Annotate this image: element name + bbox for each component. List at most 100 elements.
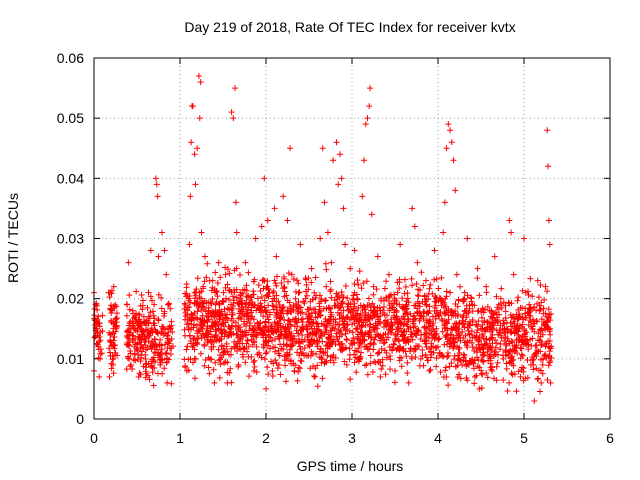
data-point: [497, 340, 504, 347]
data-point: [111, 334, 118, 341]
data-point: [342, 344, 349, 351]
data-point: [383, 278, 390, 285]
data-point: [256, 320, 263, 327]
data-point: [149, 343, 156, 350]
data-point: [273, 253, 280, 260]
data-point: [123, 312, 130, 319]
data-point: [431, 276, 438, 283]
data-point: [285, 270, 292, 277]
data-point: [355, 345, 362, 352]
data-point: [466, 331, 473, 338]
data-point: [534, 376, 541, 383]
data-point: [366, 103, 373, 110]
data-point: [527, 305, 534, 312]
data-point: [457, 283, 464, 290]
data-point: [330, 359, 337, 366]
data-point: [399, 295, 406, 302]
data-point: [531, 397, 538, 404]
data-point: [269, 337, 276, 344]
data-point: [220, 349, 226, 356]
data-point: [427, 320, 434, 327]
data-point: [377, 373, 384, 380]
data-point: [359, 333, 366, 340]
data-point: [484, 342, 491, 349]
data-point: [408, 353, 415, 360]
data-point: [185, 325, 192, 332]
data-point: [269, 373, 276, 380]
data-point: [489, 331, 496, 338]
data-point: [372, 359, 379, 366]
data-point: [405, 379, 412, 386]
data-point: [476, 334, 483, 341]
data-point: [224, 359, 231, 366]
data-point: [473, 354, 480, 361]
data-point: [360, 303, 367, 310]
data-point: [224, 281, 231, 288]
data-point: [361, 343, 368, 350]
data-point: [398, 329, 405, 336]
data-point: [425, 357, 432, 364]
data-point: [295, 308, 302, 315]
data-point: [92, 325, 99, 332]
data-point: [364, 115, 371, 122]
data-point: [361, 362, 368, 369]
data-point: [192, 181, 199, 188]
data-point: [442, 303, 449, 310]
data-point: [278, 331, 285, 338]
data-point: [258, 303, 265, 310]
data-point: [514, 322, 521, 329]
data-point: [442, 367, 449, 374]
data-point: [533, 342, 540, 349]
data-point: [231, 338, 238, 345]
data-point: [147, 247, 154, 254]
data-point: [327, 357, 334, 364]
data-point: [378, 345, 385, 352]
data-point: [238, 316, 245, 323]
data-point: [355, 281, 362, 288]
data-point: [142, 318, 149, 325]
data-point: [355, 358, 362, 365]
data-point: [263, 349, 270, 356]
data-point: [224, 311, 231, 318]
data-point: [183, 281, 190, 288]
data-point: [545, 362, 552, 369]
data-point: [370, 346, 377, 353]
data-point: [233, 286, 240, 293]
data-point: [452, 187, 459, 194]
data-point: [349, 337, 355, 344]
data-point: [397, 241, 404, 248]
data-point: [277, 371, 284, 378]
data-point: [462, 332, 469, 339]
data-point: [466, 322, 473, 329]
data-point: [207, 328, 214, 335]
data-point: [449, 308, 456, 315]
data-point: [426, 285, 433, 292]
data-point: [233, 331, 240, 338]
data-point: [380, 304, 387, 311]
data-point: [423, 317, 430, 324]
data-point: [168, 322, 175, 329]
data-point: [293, 319, 300, 326]
data-point: [152, 358, 159, 365]
data-point: [208, 343, 215, 350]
data-point: [222, 271, 229, 278]
data-point: [367, 85, 374, 92]
data-point: [322, 260, 329, 267]
data-point: [323, 283, 330, 290]
data-point: [308, 336, 315, 343]
data-point: [356, 268, 363, 275]
data-point: [542, 310, 549, 317]
data-point: [513, 388, 520, 395]
data-point: [256, 349, 263, 356]
data-point: [212, 323, 219, 330]
data-point: [164, 356, 171, 363]
data-point: [131, 343, 138, 350]
data-point: [466, 337, 473, 344]
data-point: [484, 374, 491, 381]
data-point: [515, 368, 522, 375]
data-point: [108, 365, 115, 372]
data-point: [110, 283, 117, 290]
data-point: [367, 312, 374, 319]
data-point: [473, 321, 480, 328]
data-point: [290, 275, 297, 282]
